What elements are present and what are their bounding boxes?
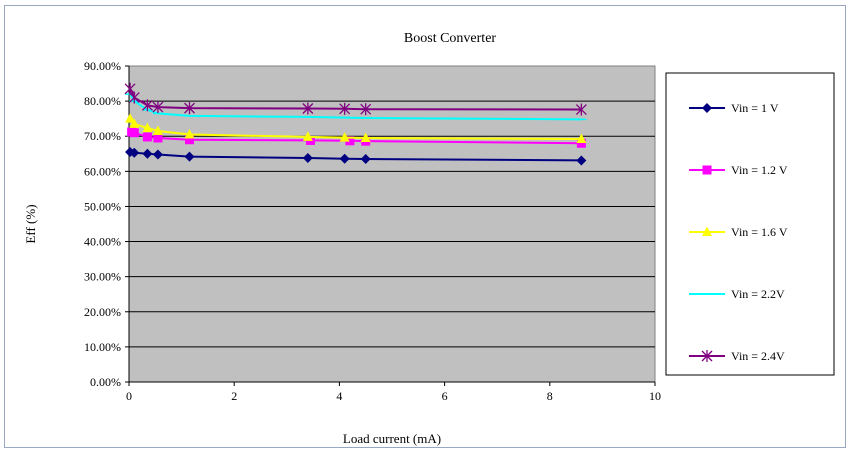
legend-marker [701,350,713,362]
y-tick-label: 70.00% [84,129,121,143]
legend-marker [702,103,712,113]
gridlines [129,100,655,348]
y-tick-label: 50.00% [84,199,121,213]
data-point [152,149,163,160]
data-point [152,101,164,114]
legend-label: Vin = 1.6 V [731,225,788,239]
y-tick-label: 80.00% [84,94,121,108]
data-point [125,113,136,123]
data-point [142,132,152,142]
data-point [141,99,153,112]
y-axis-label: Eff (%) [23,204,38,243]
data-point [184,135,194,145]
data-point [576,133,587,144]
series-5 [124,82,587,116]
data-point [184,128,195,139]
x-axis-ticks: 0 2 4 6 8 10 [126,382,661,403]
legend-box [665,72,835,376]
x-tick-label: 8 [547,389,553,403]
x-tick-label: 10 [649,389,661,403]
legend-item: Vin = 2.2V [689,287,785,301]
data-point [339,153,350,164]
data-point [129,147,140,158]
data-point [339,102,351,115]
data-point [128,91,140,104]
series-4 [125,93,587,121]
legend-label: Vin = 2.2V [731,287,785,301]
x-tick-label: 0 [126,389,132,403]
boost-converter-chart: Boost Converter 0.00% 10.00% 20.00% 30.00% 4… [23,31,835,446]
x-axis-label: Load current (mA) [343,431,441,446]
legend-marker [702,165,712,175]
series-1 [125,147,587,166]
x-tick-label: 6 [442,389,448,403]
y-tick-label: 0.00% [90,375,121,389]
y-tick-label: 30.00% [84,270,121,284]
data-point [142,122,153,133]
data-point [302,131,313,141]
data-point [339,132,350,142]
data-point [575,103,587,116]
data-point [302,152,313,163]
data-point [345,136,355,146]
y-tick-label: 90.00% [84,59,121,73]
y-axis-ticks: 0.00% 10.00% 20.00% 30.00% 40.00% 50.00% 60.00… [84,59,129,389]
data-point [184,102,195,115]
y-tick-label: 60.00% [84,164,121,178]
legend: Vin = 1 V Vin = 1.2 V Vin = 1.6 V Vin = 2.2… [689,101,788,363]
data-point [360,103,372,116]
data-point [153,133,163,143]
data-point [576,155,587,166]
legend-marker [702,226,712,236]
y-tick-label: 20.00% [84,305,121,319]
chart-title: Boost Converter [404,31,496,46]
series-layer [124,82,587,166]
data-point [129,118,140,128]
data-point [360,154,371,165]
data-point [360,132,371,142]
x-tick-label: 2 [231,389,237,403]
legend-item: Vin = 1 V [689,101,779,115]
y-tick-label: 10.00% [84,340,121,354]
data-point [142,148,153,159]
legend-item: Vin = 2.4V [689,349,785,363]
plot-area [128,65,656,383]
data-point [152,125,163,135]
series-3 [125,113,587,144]
y-tick-label: 40.00% [84,235,121,249]
data-point [184,151,195,162]
legend-label: Vin = 1.2 V [731,163,788,177]
legend-item: Vin = 1.2 V [689,163,788,177]
legend-label: Vin = 1 V [731,101,779,115]
data-point [302,102,314,115]
legend-label: Vin = 2.4V [731,349,785,363]
chart-frame: Boost Converter 0.00% 10.00% 20.00% 30.00% 4… [4,5,846,448]
data-point [576,138,586,148]
legend-item: Vin = 1.6 V [689,225,788,239]
x-tick-label: 4 [336,389,342,403]
data-point [129,128,139,138]
